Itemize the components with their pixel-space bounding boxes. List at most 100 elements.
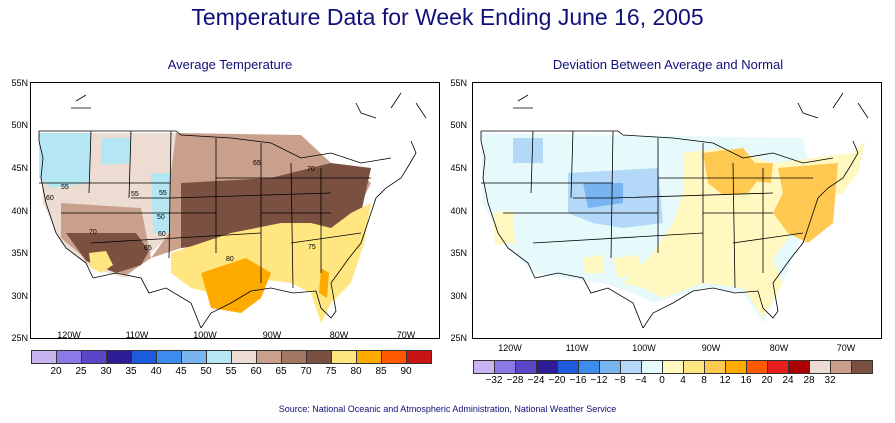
legend-label: 55 [225,366,237,377]
right-map-title: Deviation Between Average and Normal [552,57,784,72]
legend-swatch [306,350,332,364]
lat-label: 50N [11,120,28,130]
legend-label: 85 [375,366,387,377]
legend-swatch [406,350,432,364]
legend-swatch [599,360,621,374]
contour-label: 55 [131,191,139,198]
lat-label: 55N [11,78,28,88]
legend-label: 90 [400,366,412,377]
legend-swatch [788,360,810,374]
legend-label: 24 [782,375,794,386]
legend-label: −20 [548,375,566,386]
lon-label: 100W [632,343,656,353]
lon-label: 110W [125,330,149,340]
legend-label: −24 [527,375,545,386]
lon-label: 70W [836,343,856,353]
legend-label: 20 [50,366,62,377]
legend-swatch [830,360,852,374]
contour-label: 50 [157,214,165,221]
legend-swatch [256,350,282,364]
lon-label: 90W [701,343,721,353]
legend-swatch [725,360,747,374]
lon-label: 70W [396,330,416,340]
legend-swatch [381,350,407,364]
contour-label: 65 [253,160,261,167]
source-credit: Source: National Oceanic and Atmospheric… [278,404,617,414]
legend-swatch [56,350,82,364]
lat-label: 35N [450,248,467,258]
legend-swatch [809,360,831,374]
lat-label: 55N [450,78,467,88]
contour-label: 80 [226,256,234,263]
legend-label: −16 [569,375,587,386]
legend-swatch [81,350,107,364]
legend-swatch [31,350,57,364]
legend-swatch [851,360,873,374]
right-color-legend [473,360,873,374]
lat-label: 40N [450,206,467,216]
legend-label: 30 [100,366,112,377]
lon-label: 90W [262,330,282,340]
lon-label: 120W [57,330,81,340]
lat-label: 50N [450,120,467,130]
legend-label: −28 [506,375,524,386]
lon-label: 110W [565,343,589,353]
contour-label: 70 [89,229,97,236]
contour-label: 60 [46,195,54,202]
legend-label: 12 [719,375,731,386]
legend-swatch [356,350,382,364]
legend-swatch [557,360,579,374]
legend-label: 20 [761,375,773,386]
contour-label: 60 [158,231,166,238]
legend-swatch [206,350,232,364]
legend-label: 60 [250,366,262,377]
contour-label: 55 [61,184,69,191]
legend-label: 25 [75,366,87,377]
legend-label: −4 [635,375,647,386]
legend-swatch [156,350,182,364]
lat-label: 45N [11,163,28,173]
legend-label: 70 [300,366,312,377]
legend-label: 16 [740,375,752,386]
legend-swatch [704,360,726,374]
lat-label: 25N [450,333,467,343]
contour-label: 70 [307,166,315,173]
left-temperature-map: 55 60 55 55 50 65 70 70 65 60 75 80 [30,82,440,339]
legend-label: 28 [803,375,815,386]
legend-swatch [746,360,768,374]
legend-label: 0 [659,375,665,386]
legend-swatch [331,350,357,364]
lon-label: 80W [329,330,349,340]
left-color-legend [31,350,432,364]
legend-swatch [131,350,157,364]
legend-swatch [662,360,684,374]
left-contour-labels: 55 60 55 55 50 65 70 70 65 60 75 80 [46,160,316,263]
lat-label: 30N [450,291,467,301]
legend-label: 65 [275,366,287,377]
legend-swatch [281,350,307,364]
lat-label: 45N [450,163,467,173]
legend-swatch [473,360,495,374]
lon-label: 100W [193,330,217,340]
legend-label: −12 [590,375,608,386]
legend-swatch [536,360,558,374]
legend-swatch [683,360,705,374]
contour-label: 65 [144,245,152,252]
legend-swatch [181,350,207,364]
legend-label: −32 [485,375,503,386]
lon-label: 80W [769,343,789,353]
legend-label: 45 [175,366,187,377]
legend-swatch [620,360,642,374]
lat-label: 30N [11,291,28,301]
page-title: Temperature Data for Week Ending June 16… [191,4,704,30]
legend-swatch [578,360,600,374]
legend-label: 50 [200,366,212,377]
legend-swatch [767,360,789,374]
legend-label: 8 [701,375,707,386]
lat-label: 25N [11,333,28,343]
legend-label: 32 [824,375,836,386]
legend-label: 4 [680,375,686,386]
legend-label: −8 [614,375,626,386]
legend-swatch [106,350,132,364]
lat-label: 35N [11,248,28,258]
